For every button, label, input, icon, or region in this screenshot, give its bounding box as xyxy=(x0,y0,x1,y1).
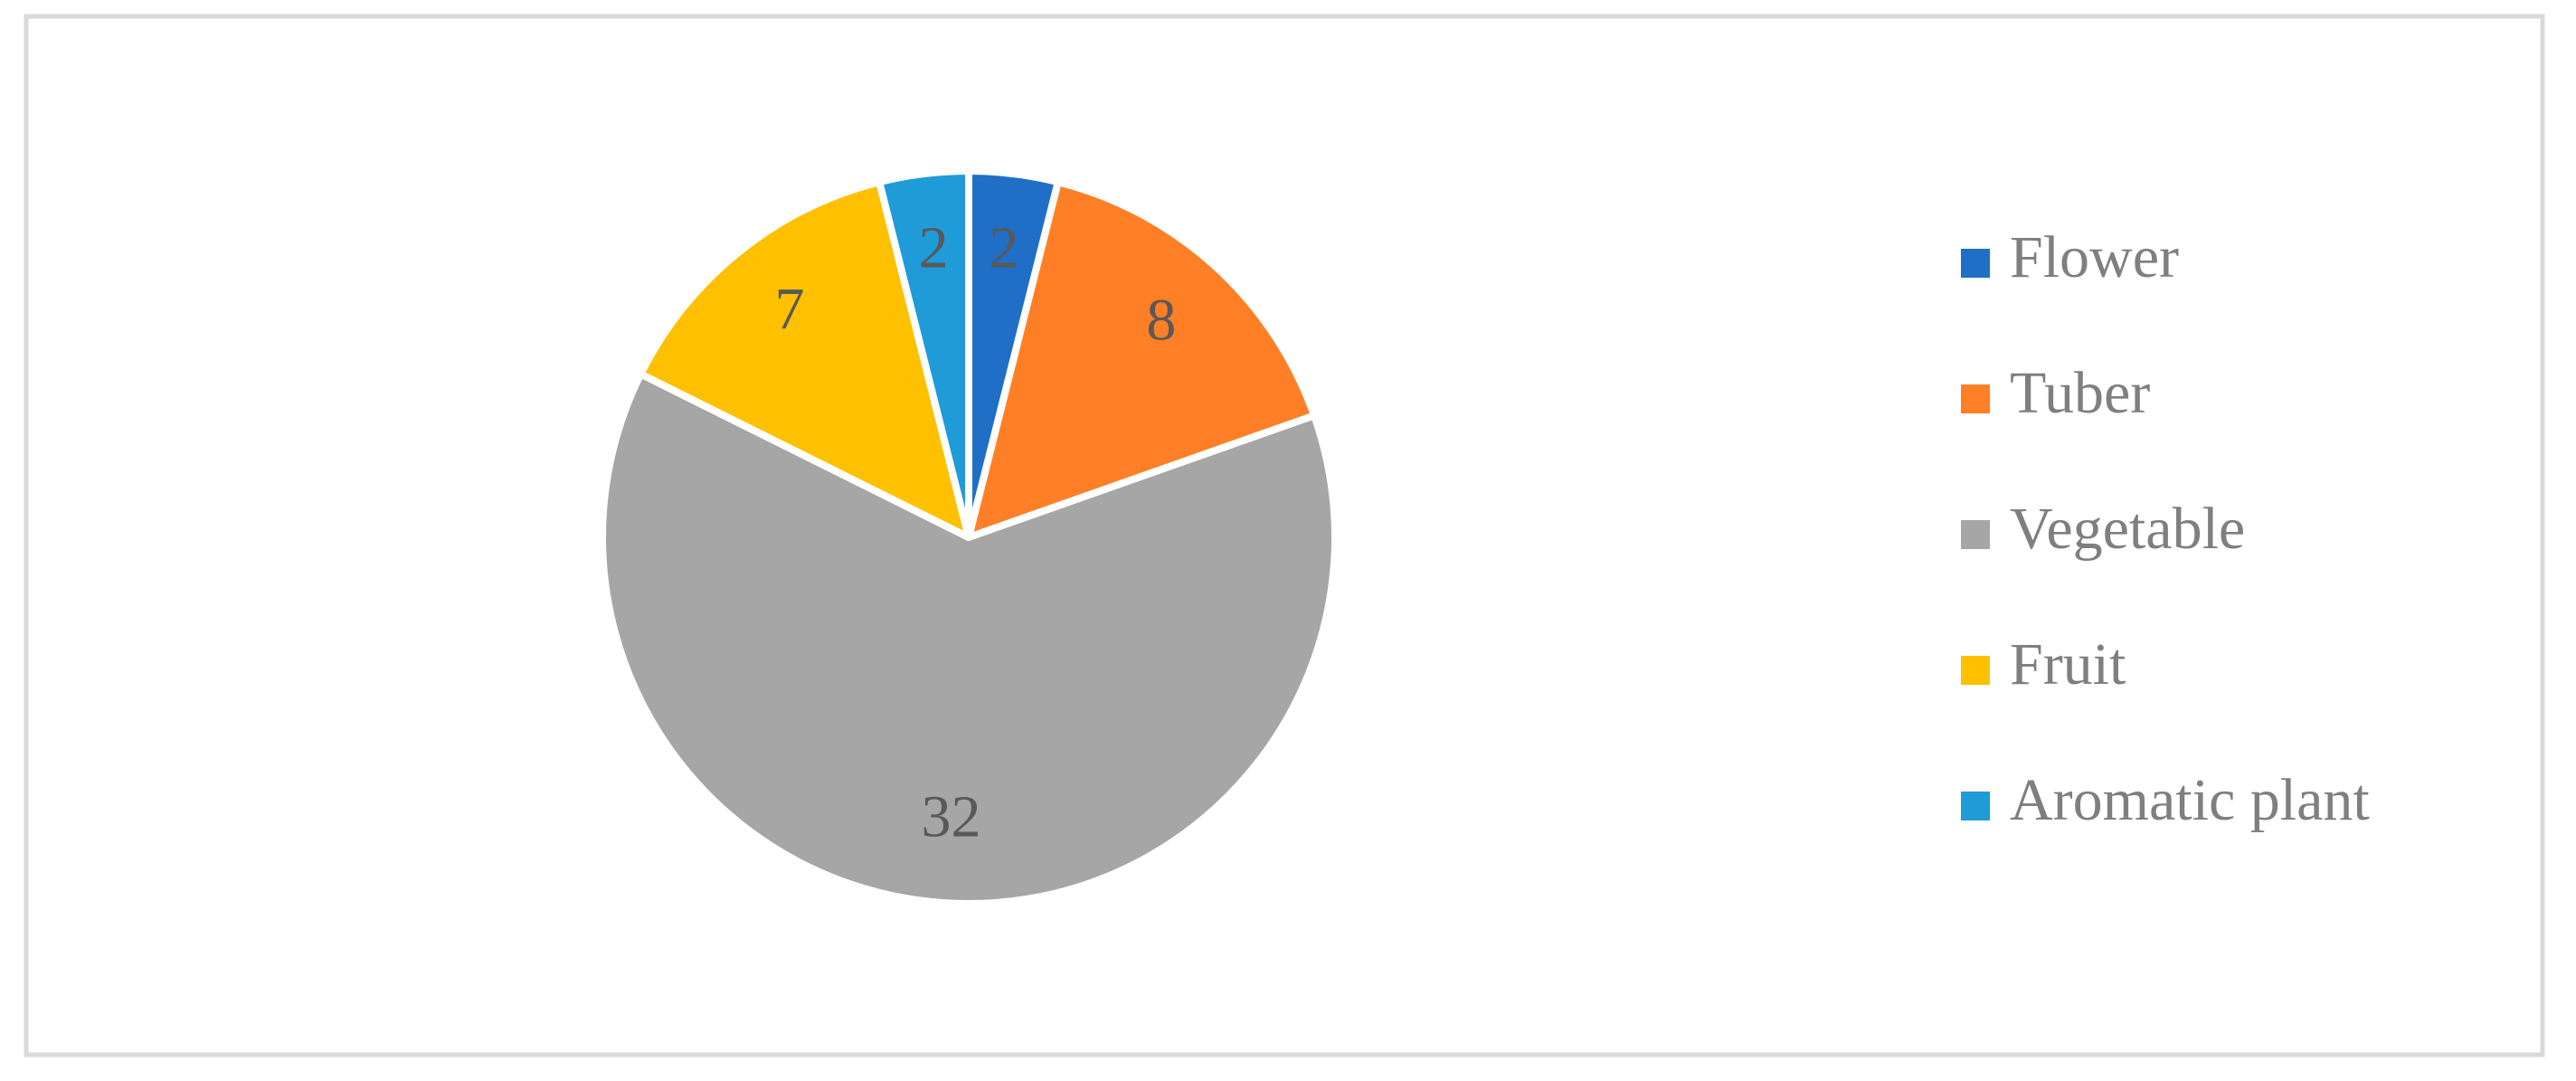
legend-label: Fruit xyxy=(2010,631,2126,697)
data-label: 32 xyxy=(922,783,981,849)
legend-label: Vegetable xyxy=(2010,496,2245,562)
legend-label: Tuber xyxy=(2010,360,2150,426)
legend-swatch xyxy=(1961,656,1990,685)
legend-swatch xyxy=(1961,384,1990,413)
legend-swatch xyxy=(1961,249,1990,278)
pie-slice xyxy=(876,167,972,541)
data-label: 8 xyxy=(1146,288,1176,354)
data-label: 2 xyxy=(919,215,949,281)
legend-label: Aromatic plant xyxy=(2010,767,2370,833)
legend-label: Flower xyxy=(2010,224,2179,290)
legend-swatch xyxy=(1961,520,1990,549)
legend-swatch xyxy=(1961,792,1990,820)
pie-slice xyxy=(637,178,972,541)
data-label: 7 xyxy=(774,276,804,342)
pie-slice xyxy=(965,178,1318,541)
pie-slice xyxy=(599,370,1339,907)
data-label: 2 xyxy=(989,215,1018,281)
